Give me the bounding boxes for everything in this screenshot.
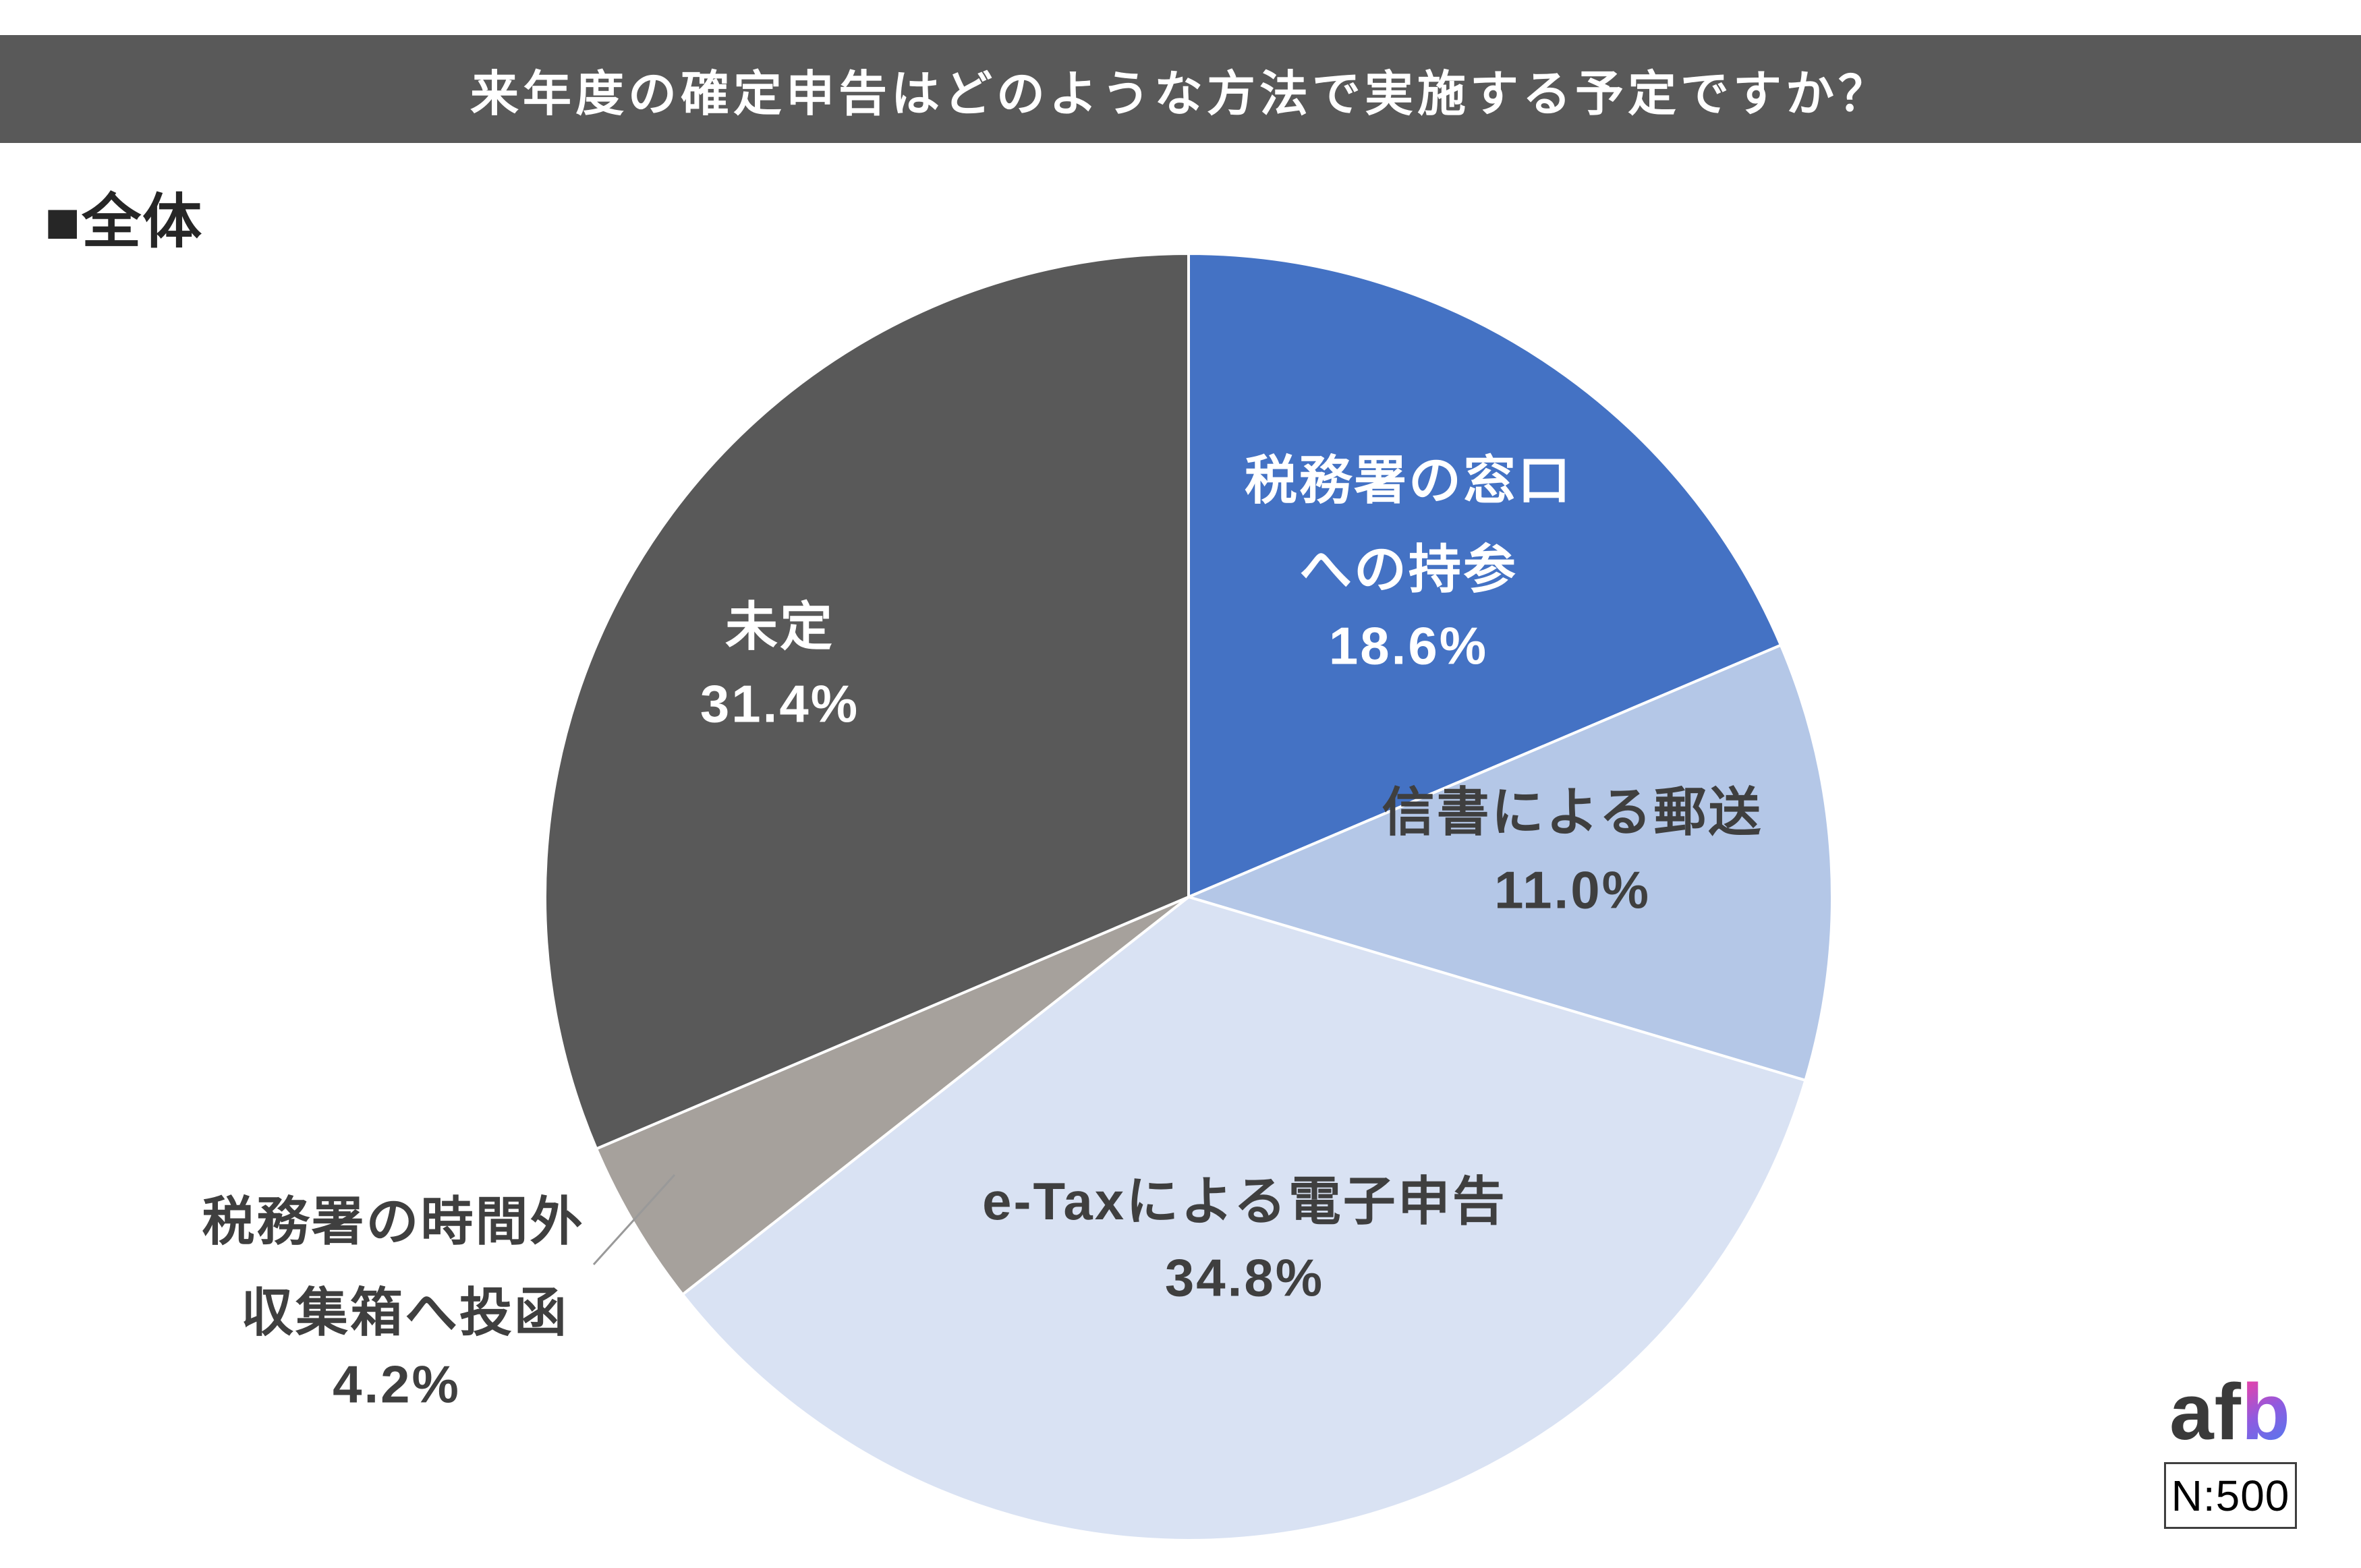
pie-label-slice1-pct: 18.6% xyxy=(1328,616,1489,676)
pie-label-slice3-line1: e-Taxによる電子申告 xyxy=(982,1171,1507,1231)
pie-label-slice1-line1: 税務署の窓口 xyxy=(1244,451,1573,510)
pie-label-slice2-pct: 11.0% xyxy=(1494,860,1651,920)
pie-label-slice1-line2: への持参 xyxy=(1299,540,1518,599)
pie-label-slice3-pct: 34.8% xyxy=(1164,1248,1325,1308)
afb-logo: afb xyxy=(2163,1372,2298,1452)
pie-slice-5 xyxy=(543,252,1190,1151)
pie-label-slice4-line1: 税務署の時間外 xyxy=(202,1192,585,1251)
logo-letters-af: af xyxy=(2169,1368,2242,1457)
pie-label-slice4-pct: 4.2% xyxy=(333,1354,461,1414)
logo-letter-b: b xyxy=(2241,1368,2291,1457)
sample-size-badge: N:500 xyxy=(2164,1462,2297,1529)
section-label: ■全体 xyxy=(45,188,204,255)
pie-label-slice4-line2: 収集箱へ投函 xyxy=(240,1283,569,1342)
pie-label-slice5-pct: 31.4% xyxy=(700,674,860,734)
pie-label-slice2-line1: 信書による郵送 xyxy=(1382,782,1763,842)
page-title: 来年度の確定申告はどのような方法で実施する予定ですか？ xyxy=(470,67,1891,121)
pie-slices xyxy=(543,252,1833,1542)
pie-slice-1 xyxy=(1187,252,1783,900)
pie-label-slice5-line1: 未定 xyxy=(724,597,835,656)
leader-line xyxy=(592,1173,676,1266)
page-title-bar: 来年度の確定申告はどのような方法で実施する予定ですか？ xyxy=(0,35,2361,143)
pie-slice-3 xyxy=(681,895,1807,1542)
pie-slice-4 xyxy=(594,896,1190,1297)
pie-slice-2 xyxy=(1185,643,1833,1082)
